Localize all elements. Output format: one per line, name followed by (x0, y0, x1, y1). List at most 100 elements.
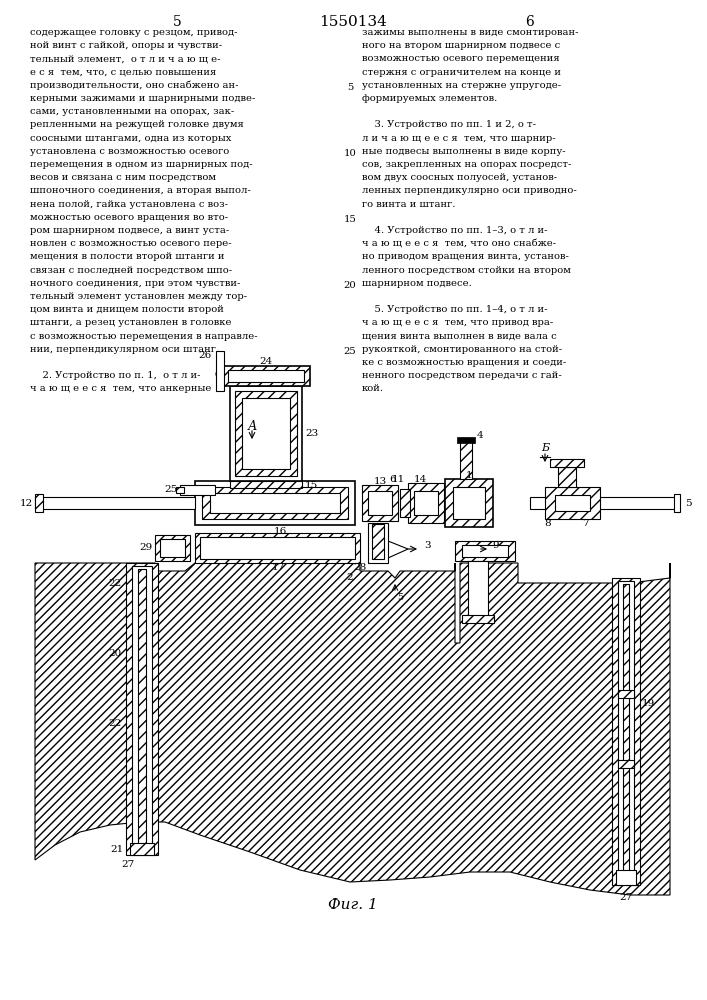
Text: 6: 6 (390, 475, 396, 484)
Bar (138, 569, 146, 847)
Bar (160, 539, 185, 557)
Text: репленными на режущей головке двумя: репленными на режущей головке двумя (30, 120, 244, 129)
Text: нии, перпендикулярном оси штанг.: нии, перпендикулярном оси штанг. (30, 345, 219, 354)
Text: 1: 1 (466, 472, 472, 481)
Bar (155, 535, 190, 561)
Text: 5: 5 (173, 15, 182, 29)
Text: 10: 10 (344, 149, 356, 158)
Bar (230, 481, 302, 488)
Bar (618, 690, 634, 698)
Bar (242, 398, 290, 469)
Bar (230, 386, 302, 481)
Text: 20: 20 (109, 648, 122, 658)
Text: 29: 29 (140, 544, 153, 552)
Bar (132, 566, 152, 850)
Text: 25: 25 (165, 486, 178, 494)
Text: 1550134: 1550134 (319, 15, 387, 29)
Bar (368, 491, 392, 515)
Bar (462, 545, 508, 557)
Text: 17: 17 (271, 564, 285, 572)
Circle shape (216, 370, 224, 378)
Text: 3: 3 (424, 542, 431, 550)
Text: вом двух соосных полуосей, установ-: вом двух соосных полуосей, установ- (362, 173, 557, 182)
Bar (616, 870, 636, 885)
Bar (555, 495, 590, 511)
Bar (368, 523, 388, 563)
Text: связан с последней посредством шпо-: связан с последней посредством шпо- (30, 266, 232, 275)
Text: 13: 13 (373, 477, 387, 486)
Bar (530, 497, 678, 509)
Text: е с я  тем, что, с целью повышения: е с я тем, что, с целью повышения (30, 68, 216, 77)
Text: можностью осевого вращения во вто-: можностью осевого вращения во вто- (30, 213, 228, 222)
Bar (130, 843, 154, 855)
Bar (460, 441, 472, 479)
Text: 15: 15 (305, 481, 318, 489)
Text: 26: 26 (199, 352, 212, 360)
Bar (195, 481, 355, 525)
Text: 27: 27 (122, 860, 134, 869)
Text: ром шарнирном подвесе, а винт уста-: ром шарнирном подвесе, а винт уста- (30, 226, 229, 235)
Text: 5: 5 (685, 498, 691, 508)
Bar (674, 494, 680, 512)
Text: соосными штангами, одна из которых: соосными штангами, одна из которых (30, 134, 231, 143)
Text: сами, установленными на опорах, зак-: сами, установленными на опорах, зак- (30, 107, 234, 116)
Text: цом винта и днищем полости второй: цом винта и днищем полости второй (30, 305, 224, 314)
Text: 27: 27 (619, 893, 633, 902)
Text: 2. Устройство по п. 1,  о т л и-: 2. Устройство по п. 1, о т л и- (30, 371, 201, 380)
Text: рукояткой, смонтированного на стой-: рукояткой, смонтированного на стой- (362, 345, 562, 354)
Text: 6: 6 (525, 15, 534, 29)
Text: кой.: кой. (362, 384, 384, 393)
Bar (222, 366, 310, 386)
Bar (235, 391, 297, 476)
Text: мещения в полости второй штанги и: мещения в полости второй штанги и (30, 252, 225, 261)
Text: 2: 2 (346, 574, 353, 582)
Text: 21: 21 (111, 844, 124, 854)
Text: 3. Устройство по пп. 1 и 2, о т-: 3. Устройство по пп. 1 и 2, о т- (362, 120, 536, 129)
Text: 23: 23 (305, 430, 318, 438)
Text: ленного посредством стойки на втором: ленного посредством стойки на втором (362, 266, 571, 275)
Text: 14: 14 (414, 475, 426, 484)
Text: 12: 12 (20, 498, 33, 508)
Text: стержня с ограничителем на конце и: стержня с ограничителем на конце и (362, 68, 561, 77)
Text: зажимы выполнены в виде смонтирован-: зажимы выполнены в виде смонтирован- (362, 28, 578, 37)
Bar (35, 494, 43, 512)
Bar (545, 487, 600, 519)
Text: ке с возможностью вращения и соеди-: ке с возможностью вращения и соеди- (362, 358, 566, 367)
Bar (400, 489, 410, 517)
Bar (210, 493, 340, 513)
Text: нена полой, гайка установлена с воз-: нена полой, гайка установлена с воз- (30, 200, 228, 209)
Text: ленных перпендикулярно оси приводно-: ленных перпендикулярно оси приводно- (362, 186, 577, 195)
Bar (414, 491, 438, 515)
Text: Б: Б (541, 443, 549, 453)
Text: шпоночного соединения, а вторая выпол-: шпоночного соединения, а вторая выпол- (30, 186, 251, 195)
Text: штанги, а резец установлен в головке: штанги, а резец установлен в головке (30, 318, 231, 327)
Text: 8: 8 (544, 518, 551, 528)
Text: 22: 22 (109, 578, 122, 587)
Text: новлен с возможностью осевого пере-: новлен с возможностью осевого пере- (30, 239, 232, 248)
Text: 5. Устройство по пп. 1–4, о т л и-: 5. Устройство по пп. 1–4, о т л и- (362, 305, 547, 314)
Bar (623, 584, 629, 877)
Bar (558, 467, 576, 487)
Text: ч а ю щ е е с я  тем, что оно снабже-: ч а ю щ е е с я тем, что оно снабже- (362, 239, 556, 248)
Text: 24: 24 (259, 357, 273, 365)
Text: 7: 7 (582, 518, 588, 528)
Bar (200, 537, 355, 559)
Bar (550, 459, 584, 467)
Bar (216, 351, 224, 391)
Text: го винта и штанг.: го винта и штанг. (362, 200, 455, 209)
Bar (202, 487, 348, 519)
Bar (176, 487, 184, 493)
Text: установленных на стержне упругоде-: установленных на стержне упругоде- (362, 81, 561, 90)
Text: 5: 5 (347, 83, 354, 92)
Polygon shape (35, 563, 670, 895)
Text: сов, закрепленных на опорах посредст-: сов, закрепленных на опорах посредст- (362, 160, 571, 169)
Bar (35, 497, 195, 509)
Text: 5: 5 (397, 593, 403, 602)
Text: ч а ю щ е е с я  тем, что привод вра-: ч а ю щ е е с я тем, что привод вра- (362, 318, 554, 327)
Bar (618, 581, 634, 880)
Bar (228, 370, 304, 382)
Text: содержащее головку с резцом, привод-: содержащее головку с резцом, привод- (30, 28, 238, 37)
Bar (408, 483, 444, 523)
Text: ч а ю щ е е с я  тем, что анкерные: ч а ю щ е е с я тем, что анкерные (30, 384, 211, 393)
Text: шарнирном подвесе.: шарнирном подвесе. (362, 279, 472, 288)
